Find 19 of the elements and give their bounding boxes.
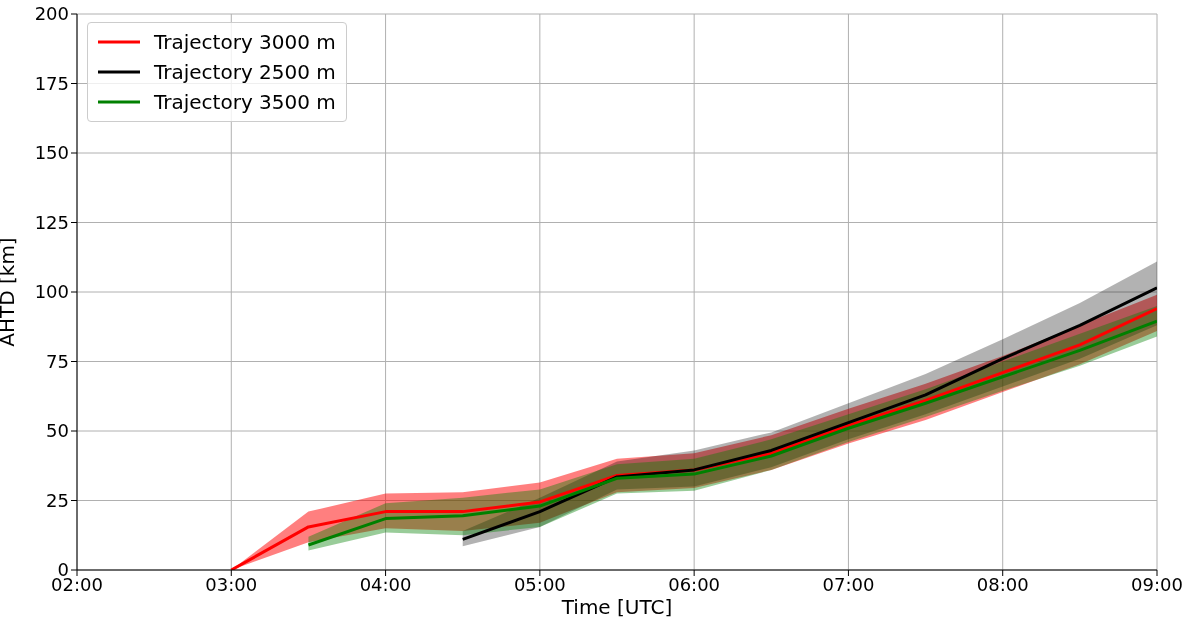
x-axis-title: Time [UTC] <box>560 595 673 619</box>
y-tick-label: 75 <box>46 350 69 372</box>
y-tick-label: 50 <box>46 420 69 442</box>
x-tick-label: 06:00 <box>668 573 721 595</box>
legend-label: Trajectory 2500 m <box>154 60 336 84</box>
x-tick-label: 07:00 <box>822 573 875 595</box>
legend-label: Trajectory 3500 m <box>154 90 336 114</box>
x-tick-label: 08:00 <box>976 573 1029 595</box>
y-tick-label: 200 <box>34 3 69 25</box>
y-tick-label: 175 <box>34 72 69 94</box>
y-tick-label: 150 <box>34 142 69 164</box>
x-tick-label: 05:00 <box>513 573 566 595</box>
y-tick-label: 25 <box>46 489 69 511</box>
y-tick-label: 100 <box>34 281 69 303</box>
legend-label: Trajectory 3000 m <box>154 30 336 54</box>
y-tick-label: 125 <box>34 211 69 233</box>
x-tick-label: 04:00 <box>359 573 412 595</box>
x-tick-label: 03:00 <box>205 573 258 595</box>
x-tick-label: 09:00 <box>1131 573 1183 595</box>
